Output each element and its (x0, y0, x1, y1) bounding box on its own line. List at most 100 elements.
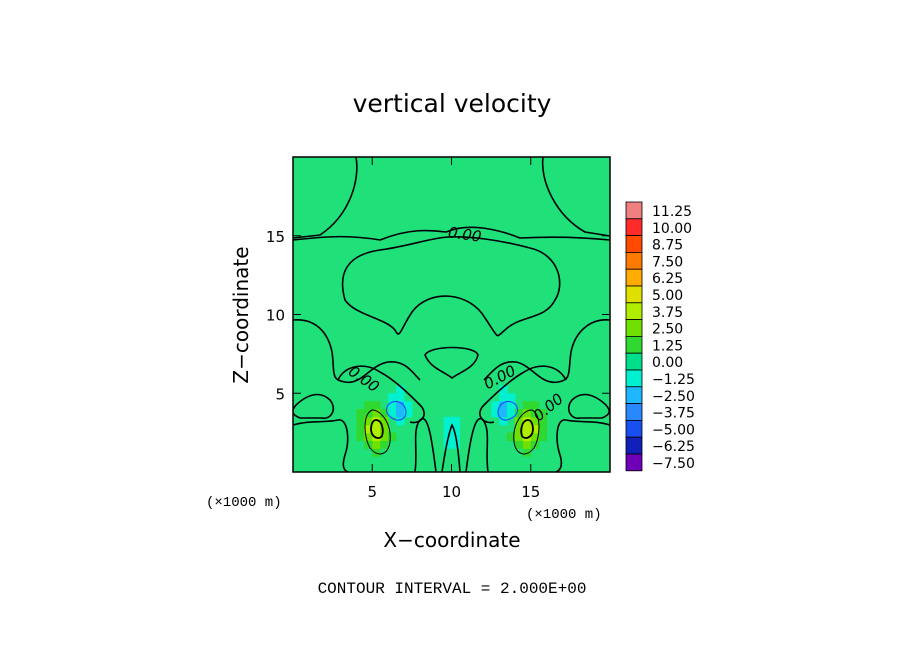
field-cell (380, 409, 389, 418)
colorbar-swatch (625, 235, 643, 253)
contour-bottom-center (441, 423, 461, 472)
field-cell (491, 401, 500, 410)
contour-center-knob (424, 346, 479, 380)
plot-area: 0.00 0.00 0.00 0.00 (292, 156, 611, 473)
x-axis-label: X−coordinate (383, 528, 520, 552)
field-cell (380, 416, 389, 426)
field-cell (506, 401, 516, 410)
field-cell (506, 393, 516, 402)
field-cell (372, 432, 381, 441)
colorbar-label: −5.00 (652, 422, 695, 438)
field-cell (443, 416, 452, 426)
field-cell (388, 401, 397, 410)
contour-right-downdraft (497, 400, 519, 421)
field-cell (522, 448, 532, 457)
field-cell (356, 409, 365, 418)
field-cell (403, 409, 413, 418)
field-cell (514, 409, 524, 418)
field-cell (396, 416, 405, 426)
field-cell (372, 416, 381, 426)
field-cell (372, 409, 381, 418)
field-cell (522, 416, 532, 426)
contour-right-outer-ring (567, 393, 610, 420)
field-cell (514, 416, 524, 426)
field-cell (380, 440, 389, 449)
field-cell (538, 409, 548, 418)
field-cell (538, 424, 548, 434)
contour-left-downdraft (385, 400, 407, 421)
field-cell (522, 409, 532, 418)
contour-interval-label: CONTOUR INTERVAL = 2.000E+00 (318, 580, 587, 598)
field-cell (403, 401, 413, 410)
colorbar-swatch (625, 335, 643, 354)
colorbar-label: 6.25 (652, 271, 683, 287)
colorbar-swatch (625, 386, 643, 404)
contour-right-column (541, 157, 610, 237)
field-cell (522, 432, 532, 441)
colorbar-label: 3.75 (652, 305, 683, 321)
field-cell (522, 401, 532, 410)
colorbar-label: −7.50 (652, 456, 695, 472)
field-cell (514, 432, 524, 441)
colorbar-label: 5.00 (652, 288, 683, 304)
field-cell (506, 409, 516, 418)
field-cell (364, 424, 373, 434)
field-cell (499, 393, 508, 402)
field-cell (522, 424, 532, 434)
field-cell (451, 440, 460, 449)
colorbar-swatch (625, 403, 643, 421)
colorbar-label: −3.75 (652, 406, 695, 422)
contour-bottom-center-right (465, 417, 489, 472)
field-cell (388, 409, 397, 418)
field-cell (364, 432, 373, 441)
contour-left-updraft-inner (370, 419, 384, 439)
field-cell (372, 440, 381, 449)
colorbar-label: 0.00 (652, 355, 683, 371)
field-cell (506, 432, 516, 441)
colorbar-swatch (625, 453, 643, 472)
field-cell (396, 401, 405, 410)
colorbar-swatch (625, 419, 643, 438)
colorbar-swatch (625, 201, 643, 220)
field-cell (396, 385, 405, 394)
field-cell (538, 432, 548, 441)
colorbar-label: 10.00 (652, 221, 692, 237)
y-units-label: (×1000 m) (206, 495, 282, 511)
field-cell (499, 409, 508, 418)
field-cell (364, 416, 373, 426)
field-cell (380, 424, 389, 434)
field-cell (388, 432, 397, 441)
field-cell (372, 448, 381, 457)
colorbar-swatch (625, 436, 643, 455)
colorbar-swatch (625, 302, 643, 320)
colorbar-label: 7.50 (652, 254, 683, 270)
contour-left-outer-ring (293, 393, 335, 420)
y-tick-labels: 5 10 15 (266, 228, 285, 404)
colorbar-label: −1.25 (652, 372, 695, 388)
colorbar-swatch (625, 369, 643, 388)
field-cell (356, 424, 365, 434)
contour-lines (293, 157, 610, 472)
contour-label-upper: 0.00 (447, 223, 483, 245)
axis-ticks (293, 157, 610, 472)
field-cell (364, 401, 373, 410)
x-tick-label: 15 (521, 483, 540, 501)
colorbar-swatch (625, 268, 643, 287)
field-cell (530, 416, 540, 426)
field-cell (530, 432, 540, 441)
colorbar: 11.2510.008.757.506.255.003.752.501.250.… (625, 201, 695, 472)
field-cell (522, 440, 532, 449)
velocity-field (293, 157, 610, 472)
field-cell (514, 424, 524, 434)
contour-right-updraft-inner (520, 419, 534, 439)
x-tick-label: 5 (367, 483, 377, 501)
field-cell (372, 401, 381, 410)
x-tick-label: 10 (442, 483, 461, 501)
contour-center-blob (341, 236, 561, 337)
field-cell (443, 440, 452, 449)
y-tick-label: 5 (275, 385, 285, 403)
colorbar-label: −6.25 (652, 439, 695, 455)
field-cell (396, 393, 405, 402)
field-cell (538, 416, 548, 426)
